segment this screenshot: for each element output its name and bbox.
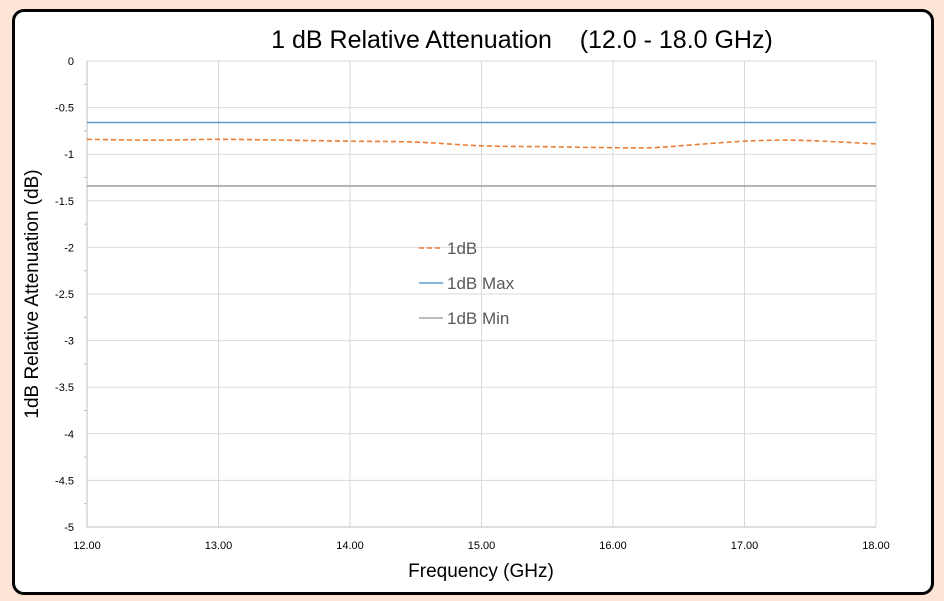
y-tick-label: -1: [64, 149, 74, 161]
grid: [86, 60, 877, 528]
legend: 1dB 1dB Max 1dB Min: [419, 239, 515, 328]
x-axis-label: Frequency (GHz): [408, 561, 554, 582]
series-line-1db: [86, 138, 877, 149]
y-tick-label: -1.5: [55, 196, 74, 208]
chart-title: 1 dB Relative Attenuation (12.0 - 18.0 G…: [271, 26, 773, 54]
y-tick-label: -4.5: [55, 475, 74, 487]
x-tick-label: 17.00: [731, 540, 759, 552]
x-tick-label: 13.00: [205, 540, 233, 552]
x-tick-label: 16.00: [599, 540, 627, 552]
legend-label: 1dB: [447, 239, 477, 258]
series-lines: [86, 121, 877, 187]
y-tick-label: -3: [64, 336, 74, 348]
x-tick-label: 15.00: [468, 540, 496, 552]
y-tick-label: -3.5: [55, 382, 74, 394]
y-tick-label: -2: [64, 242, 74, 254]
y-axis-label: 1dB Relative Attenuation (dB): [22, 169, 43, 418]
x-tick-label: 18.00: [862, 540, 890, 552]
chart-frame: [12, 9, 934, 595]
y-tick-label: 0: [68, 56, 74, 68]
legend-label: 1dB Min: [447, 309, 509, 328]
y-tick-label: -4: [64, 429, 74, 441]
y-tick-label: -5: [64, 522, 74, 534]
x-tick-label: 14.00: [336, 540, 364, 552]
legend-label: 1dB Max: [447, 274, 515, 293]
axes: [84, 61, 876, 528]
x-tick-label: 12.00: [73, 540, 101, 552]
tick-labels: 0 -0.5 -1 -1.5 -2 -2.5 -3 -3.5 -4 -4.5 -5 12.00 13.0…: [55, 56, 890, 552]
y-tick-label: -0.5: [55, 103, 74, 115]
y-tick-label: -2.5: [55, 289, 74, 301]
